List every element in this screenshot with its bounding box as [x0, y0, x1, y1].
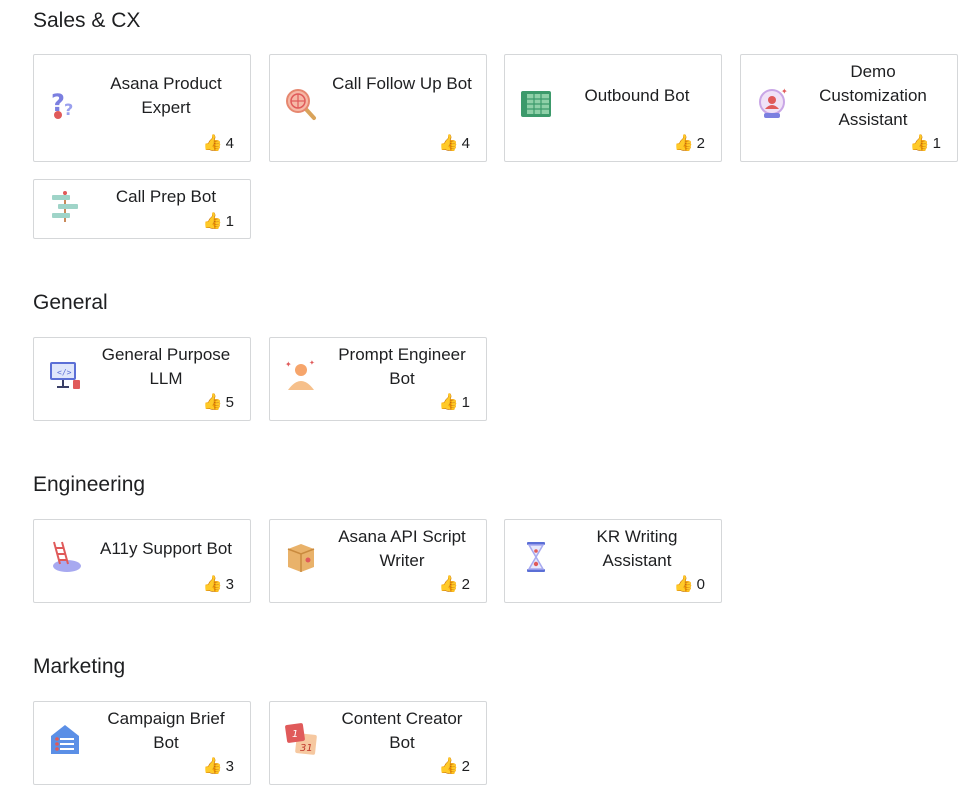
section-title: Sales & CX	[33, 9, 141, 32]
hourglass-icon	[519, 540, 553, 574]
svg-text:✦: ✦	[309, 359, 315, 367]
section-title: Engineering	[33, 473, 146, 496]
thumbs-up-icon: 👍	[202, 576, 223, 593]
thumbs-up-icon: 👍	[202, 758, 223, 775]
question-marks-icon: ? ?	[48, 87, 82, 121]
bot-name: Asana API Script Writer	[338, 527, 466, 570]
thumbs-up-icon: 👍	[909, 135, 930, 152]
vote-count[interactable]: 👍 1	[203, 211, 234, 231]
vote-number: 0	[696, 575, 705, 593]
bot-card-a11y-support-bot[interactable]: A11y Support Bot 👍 3	[33, 519, 251, 603]
vote-count[interactable]: 👍 4	[203, 133, 234, 153]
bot-card-outbound-bot[interactable]: Outbound Bot 👍 2	[504, 54, 722, 162]
bot-name: KR Writing Assistant	[596, 527, 678, 570]
section-engineering: Engineering A11y Support Bot 👍 3	[33, 472, 722, 603]
section-general: General </> General Purpose LLM 👍 5	[33, 290, 487, 421]
thumbs-up-icon: 👍	[673, 576, 694, 593]
crystal-ball-icon: ✦	[755, 87, 789, 121]
thumbs-up-icon: 👍	[202, 394, 223, 411]
vote-count[interactable]: 👍 2	[439, 756, 470, 776]
thumbs-up-icon: 👍	[438, 135, 459, 152]
bot-name: Content Creator Bot	[341, 709, 463, 752]
calendar-icon: 31 1	[284, 722, 318, 756]
vote-count[interactable]: 👍 2	[439, 574, 470, 594]
bot-card-content-creator-bot[interactable]: 31 1 Content Creator Bot 👍 2	[269, 701, 487, 785]
vote-number: 3	[225, 575, 234, 593]
vote-number: 2	[696, 134, 705, 152]
svg-text:✦: ✦	[781, 87, 788, 96]
section-title: General	[33, 291, 108, 314]
bot-card-asana-product-expert[interactable]: ? ? Asana Product Expert 👍 4	[33, 54, 251, 162]
bot-name: Campaign Brief Bot	[107, 709, 225, 752]
bot-card-general-purpose-llm[interactable]: </> General Purpose LLM 👍 5	[33, 337, 251, 421]
thumbs-up-icon: 👍	[438, 576, 459, 593]
computer-monitor-icon: </>	[48, 358, 82, 392]
bot-name: Asana Product Expert	[110, 74, 222, 117]
vote-number: 4	[461, 134, 470, 152]
thumbs-up-icon: 👍	[438, 758, 459, 775]
section-marketing: Marketing Campaign Brief Bot 👍 3	[33, 654, 487, 785]
bot-card-demo-customization-assistant[interactable]: ✦ Demo Customization Assistant 👍 1	[740, 54, 958, 162]
bot-name: A11y Support Bot	[100, 539, 232, 558]
vote-number: 1	[932, 134, 941, 152]
thumbs-up-icon: 👍	[438, 394, 459, 411]
bot-card-call-prep-bot[interactable]: Call Prep Bot 👍 1	[33, 179, 251, 239]
person-sparkle-icon: ✦ ✦	[284, 358, 318, 392]
vote-count[interactable]: 👍 1	[439, 392, 470, 412]
vote-number: 1	[225, 212, 234, 230]
vote-count[interactable]: 👍 5	[203, 392, 234, 412]
house-checklist-icon	[48, 722, 82, 756]
bot-card-campaign-brief-bot[interactable]: Campaign Brief Bot 👍 3	[33, 701, 251, 785]
vote-number: 2	[461, 757, 470, 775]
bot-card-call-follow-up-bot[interactable]: Call Follow Up Bot 👍 4	[269, 54, 487, 162]
section-sales-cx: Sales & CX ? ? Asana Product Expert 👍 4	[33, 8, 958, 244]
bot-name: Prompt Engineer Bot	[338, 345, 466, 388]
bot-name: Outbound Bot	[584, 86, 690, 105]
vote-count[interactable]: 👍 1	[910, 133, 941, 153]
vote-number: 1	[461, 393, 470, 411]
svg-text:?: ?	[51, 89, 65, 117]
globe-magnifier-icon	[284, 87, 318, 121]
thumbs-up-icon: 👍	[202, 135, 223, 152]
bot-card-asana-api-script-writer[interactable]: Asana API Script Writer 👍 2	[269, 519, 487, 603]
vote-count[interactable]: 👍 2	[674, 133, 705, 153]
svg-text:?: ?	[64, 100, 73, 119]
thumbs-up-icon: 👍	[202, 213, 223, 230]
bot-name: Call Follow Up Bot	[332, 74, 472, 93]
vote-number: 5	[225, 393, 234, 411]
bot-name: Call Prep Bot	[115, 187, 217, 206]
svg-text:✦: ✦	[285, 360, 292, 369]
bot-name: General Purpose LLM	[101, 345, 231, 388]
svg-text:</>: </>	[57, 368, 72, 377]
bot-card-prompt-engineer-bot[interactable]: ✦ ✦ Prompt Engineer Bot 👍 1	[269, 337, 487, 421]
package-box-icon	[284, 540, 318, 574]
vote-number: 4	[225, 134, 234, 152]
spreadsheet-icon	[519, 87, 553, 121]
section-title: Marketing	[33, 655, 126, 678]
svg-text:31: 31	[300, 743, 313, 754]
vote-count[interactable]: 👍 3	[203, 574, 234, 594]
vote-count[interactable]: 👍 4	[439, 133, 470, 153]
svg-text:1: 1	[292, 729, 298, 740]
vote-number: 2	[461, 575, 470, 593]
vote-count[interactable]: 👍 0	[674, 574, 705, 594]
vote-count[interactable]: 👍 3	[203, 756, 234, 776]
ladder-cloud-icon	[48, 540, 82, 574]
bot-name: Demo Customization Assistant	[819, 62, 927, 129]
signpost-icon	[48, 190, 82, 224]
thumbs-up-icon: 👍	[673, 135, 694, 152]
bot-card-kr-writing-assistant[interactable]: KR Writing Assistant 👍 0	[504, 519, 722, 603]
vote-number: 3	[225, 757, 234, 775]
